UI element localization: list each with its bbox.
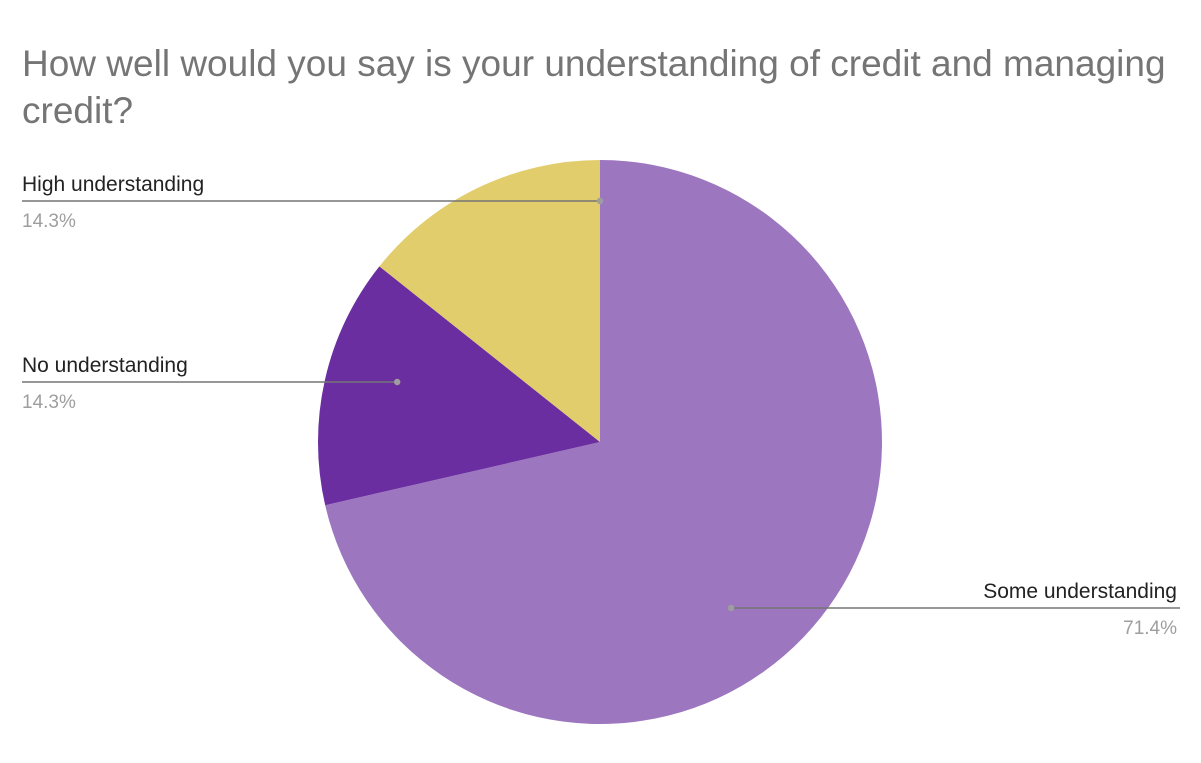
pie-slices xyxy=(317,160,882,724)
slice-label-no-understanding: No understanding xyxy=(22,354,188,377)
leader-dot-no-understanding xyxy=(393,378,401,386)
slice-label-some-understanding: Some understanding xyxy=(983,580,1177,603)
leader-dot-some-understanding xyxy=(727,604,735,612)
chart-title: How well would you say is your understan… xyxy=(22,43,1166,131)
slice-label-high-understanding: High understanding xyxy=(22,173,204,196)
slice-percent-some-understanding: 71.4% xyxy=(1123,618,1177,639)
slice-percent-high-understanding: 14.3% xyxy=(22,211,76,232)
pie-slice-high-understanding xyxy=(379,160,600,442)
slice-labels: Some understanding 71.4% No understanding 1… xyxy=(22,173,1180,639)
slice-percent-no-understanding: 14.3% xyxy=(22,392,76,413)
pie-slice-some-understanding xyxy=(325,160,882,724)
pie-slice-no-understanding xyxy=(317,266,600,506)
leader-dot-high-understanding xyxy=(596,197,604,205)
